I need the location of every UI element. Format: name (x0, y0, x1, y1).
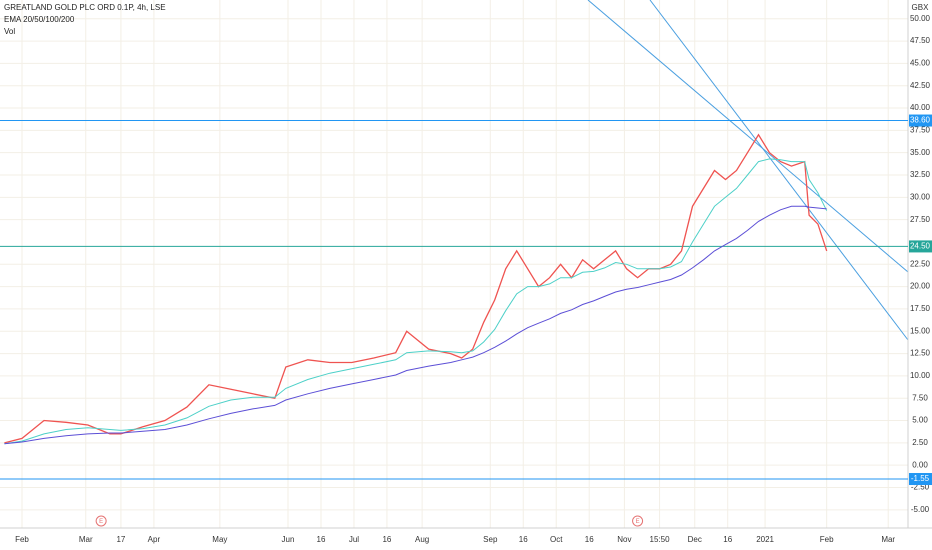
x-tick-label: Mar (79, 535, 93, 544)
price-label: 24.50 (910, 242, 931, 251)
event-marker (632, 515, 644, 527)
x-tick-label: 15:50 (650, 535, 671, 544)
x-tick-label: Jul (349, 535, 359, 544)
y-tick-label: 10.00 (910, 371, 931, 380)
y-tick-label: 20.00 (910, 282, 931, 291)
y-tick-label: 37.50 (910, 125, 931, 134)
x-tick-label: Mar (881, 535, 895, 544)
y-tick-label: -2.50 (911, 483, 930, 492)
indicator-label: Vol (4, 27, 15, 36)
x-tick-label: 16 (723, 535, 732, 544)
y-tick-label: 50.00 (910, 14, 931, 23)
y-tick-label: 15.00 (910, 326, 931, 335)
x-tick-label: 16 (382, 535, 391, 544)
x-tick-label: Aug (415, 535, 429, 544)
chart-title: GREATLAND GOLD PLC ORD 0.1P, 4h, LSE (4, 3, 166, 12)
y-tick-label: 27.50 (910, 215, 931, 224)
y-tick-label: -5.00 (911, 505, 930, 514)
x-tick-label: 17 (116, 535, 125, 544)
x-tick-label: Oct (550, 535, 563, 544)
x-tick-label: Jun (282, 535, 295, 544)
y-tick-label: 0.00 (912, 460, 928, 469)
y-tick-label: 32.50 (910, 170, 931, 179)
x-tick-label: Apr (148, 535, 161, 544)
trend-line (587, 0, 909, 273)
series-line (4, 205, 827, 445)
series-line (4, 158, 828, 445)
x-tick-label: Sep (483, 535, 498, 544)
series-line (4, 133, 828, 444)
price-label: 38.60 (910, 116, 931, 125)
y-tick-label: 42.50 (910, 81, 931, 90)
x-tick-label: Feb (820, 535, 834, 544)
price-label-box (909, 240, 932, 253)
trend-line (649, 0, 909, 341)
y-tick-label: 35.00 (910, 148, 931, 157)
event-label: E (636, 519, 640, 525)
y-tick-label: 45.00 (910, 59, 931, 68)
x-tick-label: 16 (519, 535, 528, 544)
y-tick-label: 47.50 (910, 36, 931, 45)
y-tick-label: 22.50 (910, 259, 931, 268)
grid (0, 0, 908, 528)
x-tick-label: Feb (15, 535, 29, 544)
y-tick-label: 40.00 (910, 103, 931, 112)
indicator-label: EMA 20/50/100/200 (4, 15, 75, 24)
x-tick-label: Nov (617, 535, 631, 544)
price-label-box (909, 473, 932, 486)
event-marker (95, 515, 107, 527)
x-tick-label: May (212, 535, 227, 544)
currency-label: GBX (912, 3, 930, 12)
price-label-box (909, 114, 932, 127)
x-tick-label: 16 (585, 535, 594, 544)
y-tick-label: 12.50 (910, 349, 931, 358)
y-tick-label: 7.50 (912, 393, 928, 402)
x-tick-label: Dec (688, 535, 702, 544)
event-label: E (99, 519, 103, 525)
y-tick-label: 2.50 (912, 438, 928, 447)
x-tick-label: 16 (317, 535, 326, 544)
y-tick-label: 5.00 (912, 416, 928, 425)
price-label: -1.55 (911, 474, 930, 483)
y-tick-label: 30.00 (910, 192, 931, 201)
x-tick-label: 2021 (756, 535, 774, 544)
y-tick-label: 17.50 (910, 304, 931, 313)
